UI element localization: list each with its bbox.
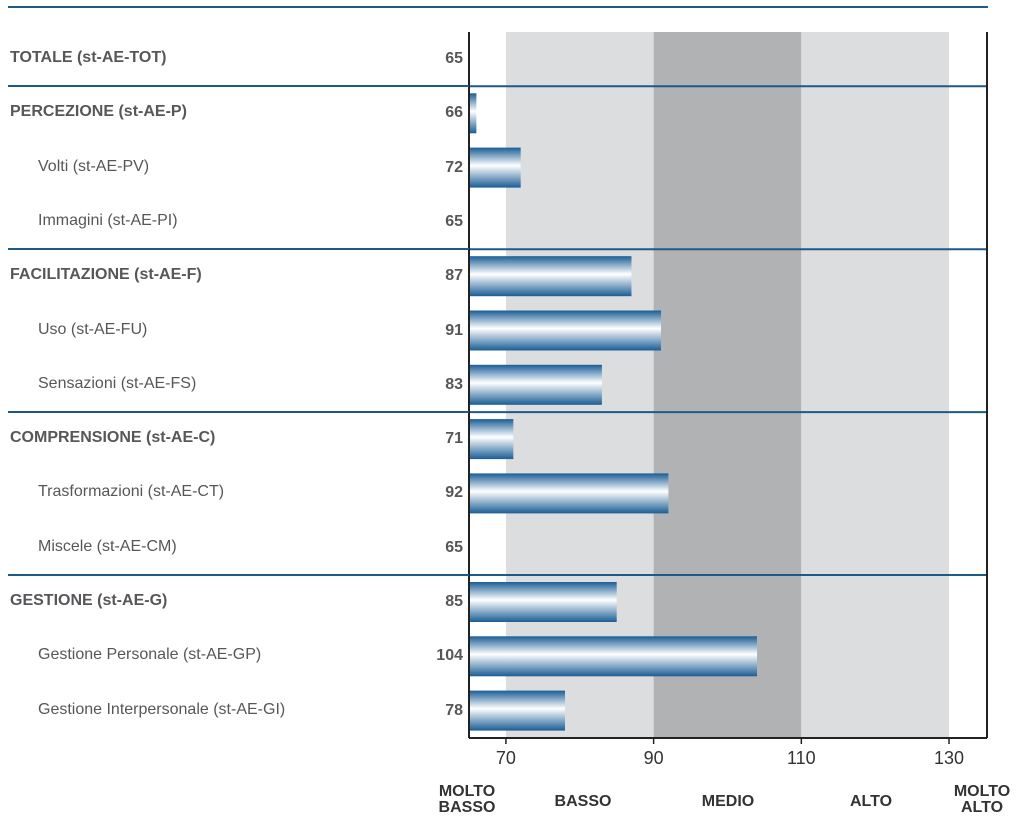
bar-8 xyxy=(469,473,669,514)
section-label: FACILITAZIONE (st-AE-F) xyxy=(10,266,202,284)
section-label: PERCEZIONE (st-AE-P) xyxy=(10,103,187,121)
section-label: TOTALE (st-AE-TOT) xyxy=(10,49,167,66)
row-value: 87 xyxy=(445,267,463,285)
bar-4 xyxy=(469,256,632,297)
band-4 xyxy=(949,32,986,738)
band-2 xyxy=(653,32,802,738)
bar-2 xyxy=(469,147,521,188)
section-divider xyxy=(8,248,469,251)
section-label: GESTIONE (st-AE-G) xyxy=(10,592,168,609)
x-tick-label: 70 xyxy=(495,748,516,768)
subscale-label: Immagini (st-AE-PI) xyxy=(38,211,178,229)
row-value: 92 xyxy=(445,484,463,502)
subscale-label: Volti (st-AE-PV) xyxy=(38,157,150,175)
bar-6 xyxy=(469,364,602,405)
x-tick-label: 90 xyxy=(643,748,664,768)
row-value: 91 xyxy=(445,321,463,339)
subscale-label: Trasformazioni (st-AE-CT) xyxy=(38,483,225,501)
subscale-label: Uso (st-AE-FU) xyxy=(38,320,148,338)
band-label: MOLTO BASSO xyxy=(438,783,496,816)
subscale-label: Miscele (st-AE-CM) xyxy=(38,537,177,555)
subscale-label: Gestione Personale (st-AE-GP) xyxy=(38,646,262,664)
band-label: MOLTO ALTO xyxy=(953,783,1011,816)
bar-12 xyxy=(469,690,566,731)
row-value: 65 xyxy=(445,50,463,67)
row-value: 72 xyxy=(445,158,463,176)
row-value: 65 xyxy=(445,212,463,230)
band-label: MEDIO xyxy=(701,793,755,810)
x-tick-label: 130 xyxy=(933,748,965,768)
row-value: 78 xyxy=(445,701,463,719)
band-label: ALTO xyxy=(849,793,893,810)
section-label: COMPRENSIONE (st-AE-C) xyxy=(10,429,216,447)
bar-7 xyxy=(469,419,514,460)
row-value: 71 xyxy=(445,430,463,448)
section-divider xyxy=(8,574,469,576)
row-value: 104 xyxy=(436,647,463,665)
subscale-label: Gestione Interpersonale (st-AE-GI) xyxy=(38,700,286,718)
section-divider xyxy=(8,85,469,88)
row-value: 83 xyxy=(445,375,463,393)
section-divider xyxy=(8,411,469,414)
top-rule xyxy=(8,6,988,8)
row-value: 66 xyxy=(445,104,463,122)
band-label: BASSO xyxy=(554,793,612,810)
row-value: 85 xyxy=(445,593,463,610)
x-tick-label: 110 xyxy=(786,748,816,768)
bar-10 xyxy=(469,582,617,622)
bar-1 xyxy=(469,93,477,134)
row-value: 65 xyxy=(445,538,463,556)
bar-11 xyxy=(469,636,758,677)
bar-5 xyxy=(469,310,662,351)
subscale-label: Sensazioni (st-AE-FS) xyxy=(38,374,197,392)
band-3 xyxy=(801,32,950,738)
